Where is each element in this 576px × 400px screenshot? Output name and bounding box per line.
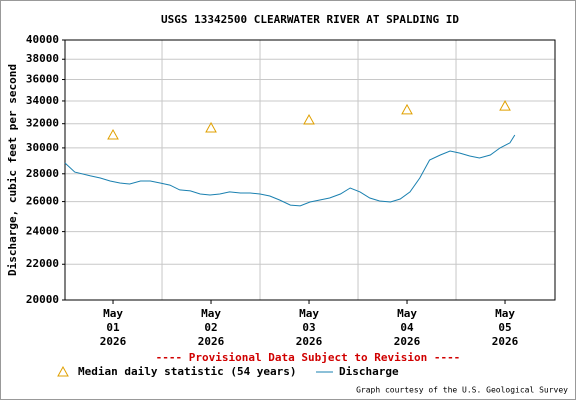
median-marker: [499, 100, 511, 111]
x-tick-label: 2026: [198, 335, 225, 348]
x-tick-label: 2026: [394, 335, 421, 348]
discharge-line: [64, 134, 516, 207]
y-tick-label: 24000: [26, 225, 59, 238]
x-tick-label: May: [299, 307, 319, 320]
median-marker: [205, 121, 217, 133]
x-tick-label: 01: [106, 321, 120, 334]
x-tick-label: 02: [204, 321, 217, 334]
chart-title: USGS 13342500 CLEARWATER RIVER AT SPALDI…: [161, 13, 459, 26]
x-tick-label: 05: [498, 321, 511, 334]
y-tick-label: 28000: [26, 167, 59, 180]
y-tick-label: 34000: [26, 94, 59, 107]
median-marker: [401, 103, 413, 115]
y-tick-label: 26000: [26, 195, 59, 208]
x-tick-label: May: [397, 307, 417, 320]
y-tick-label: 40000: [26, 33, 59, 46]
median-marker: [303, 113, 315, 125]
x-tick-label: 2026: [296, 335, 323, 348]
x-tick-label: 04: [400, 321, 414, 334]
x-tick-label: May: [201, 307, 221, 320]
x-tick-label: 2026: [492, 335, 519, 348]
y-tick-label: 38000: [26, 52, 59, 65]
y-tick-label: 20000: [26, 293, 59, 306]
legend-label: Median daily statistic (54 years): [78, 365, 297, 378]
x-tick-label: May: [495, 307, 515, 320]
y-tick-label: 22000: [26, 257, 59, 270]
provisional-note: ---- Provisional Data Subject to Revisio…: [156, 351, 461, 364]
plot-area: [64, 39, 556, 301]
credit: Graph courtesy of the U.S. Geological Su…: [356, 386, 568, 395]
y-tick-label: 32000: [26, 117, 59, 130]
x-tick-label: May: [103, 307, 123, 320]
y-axis-label: Discharge, cubic feet per second: [6, 64, 19, 276]
y-tick-label: 36000: [26, 73, 59, 86]
x-tick-label: 03: [302, 321, 315, 334]
x-tick-label: 2026: [100, 335, 127, 348]
median-marker: [107, 128, 119, 140]
y-tick-label: 30000: [26, 141, 59, 154]
legend-marker: [57, 365, 69, 377]
legend-label: Discharge: [339, 365, 399, 378]
